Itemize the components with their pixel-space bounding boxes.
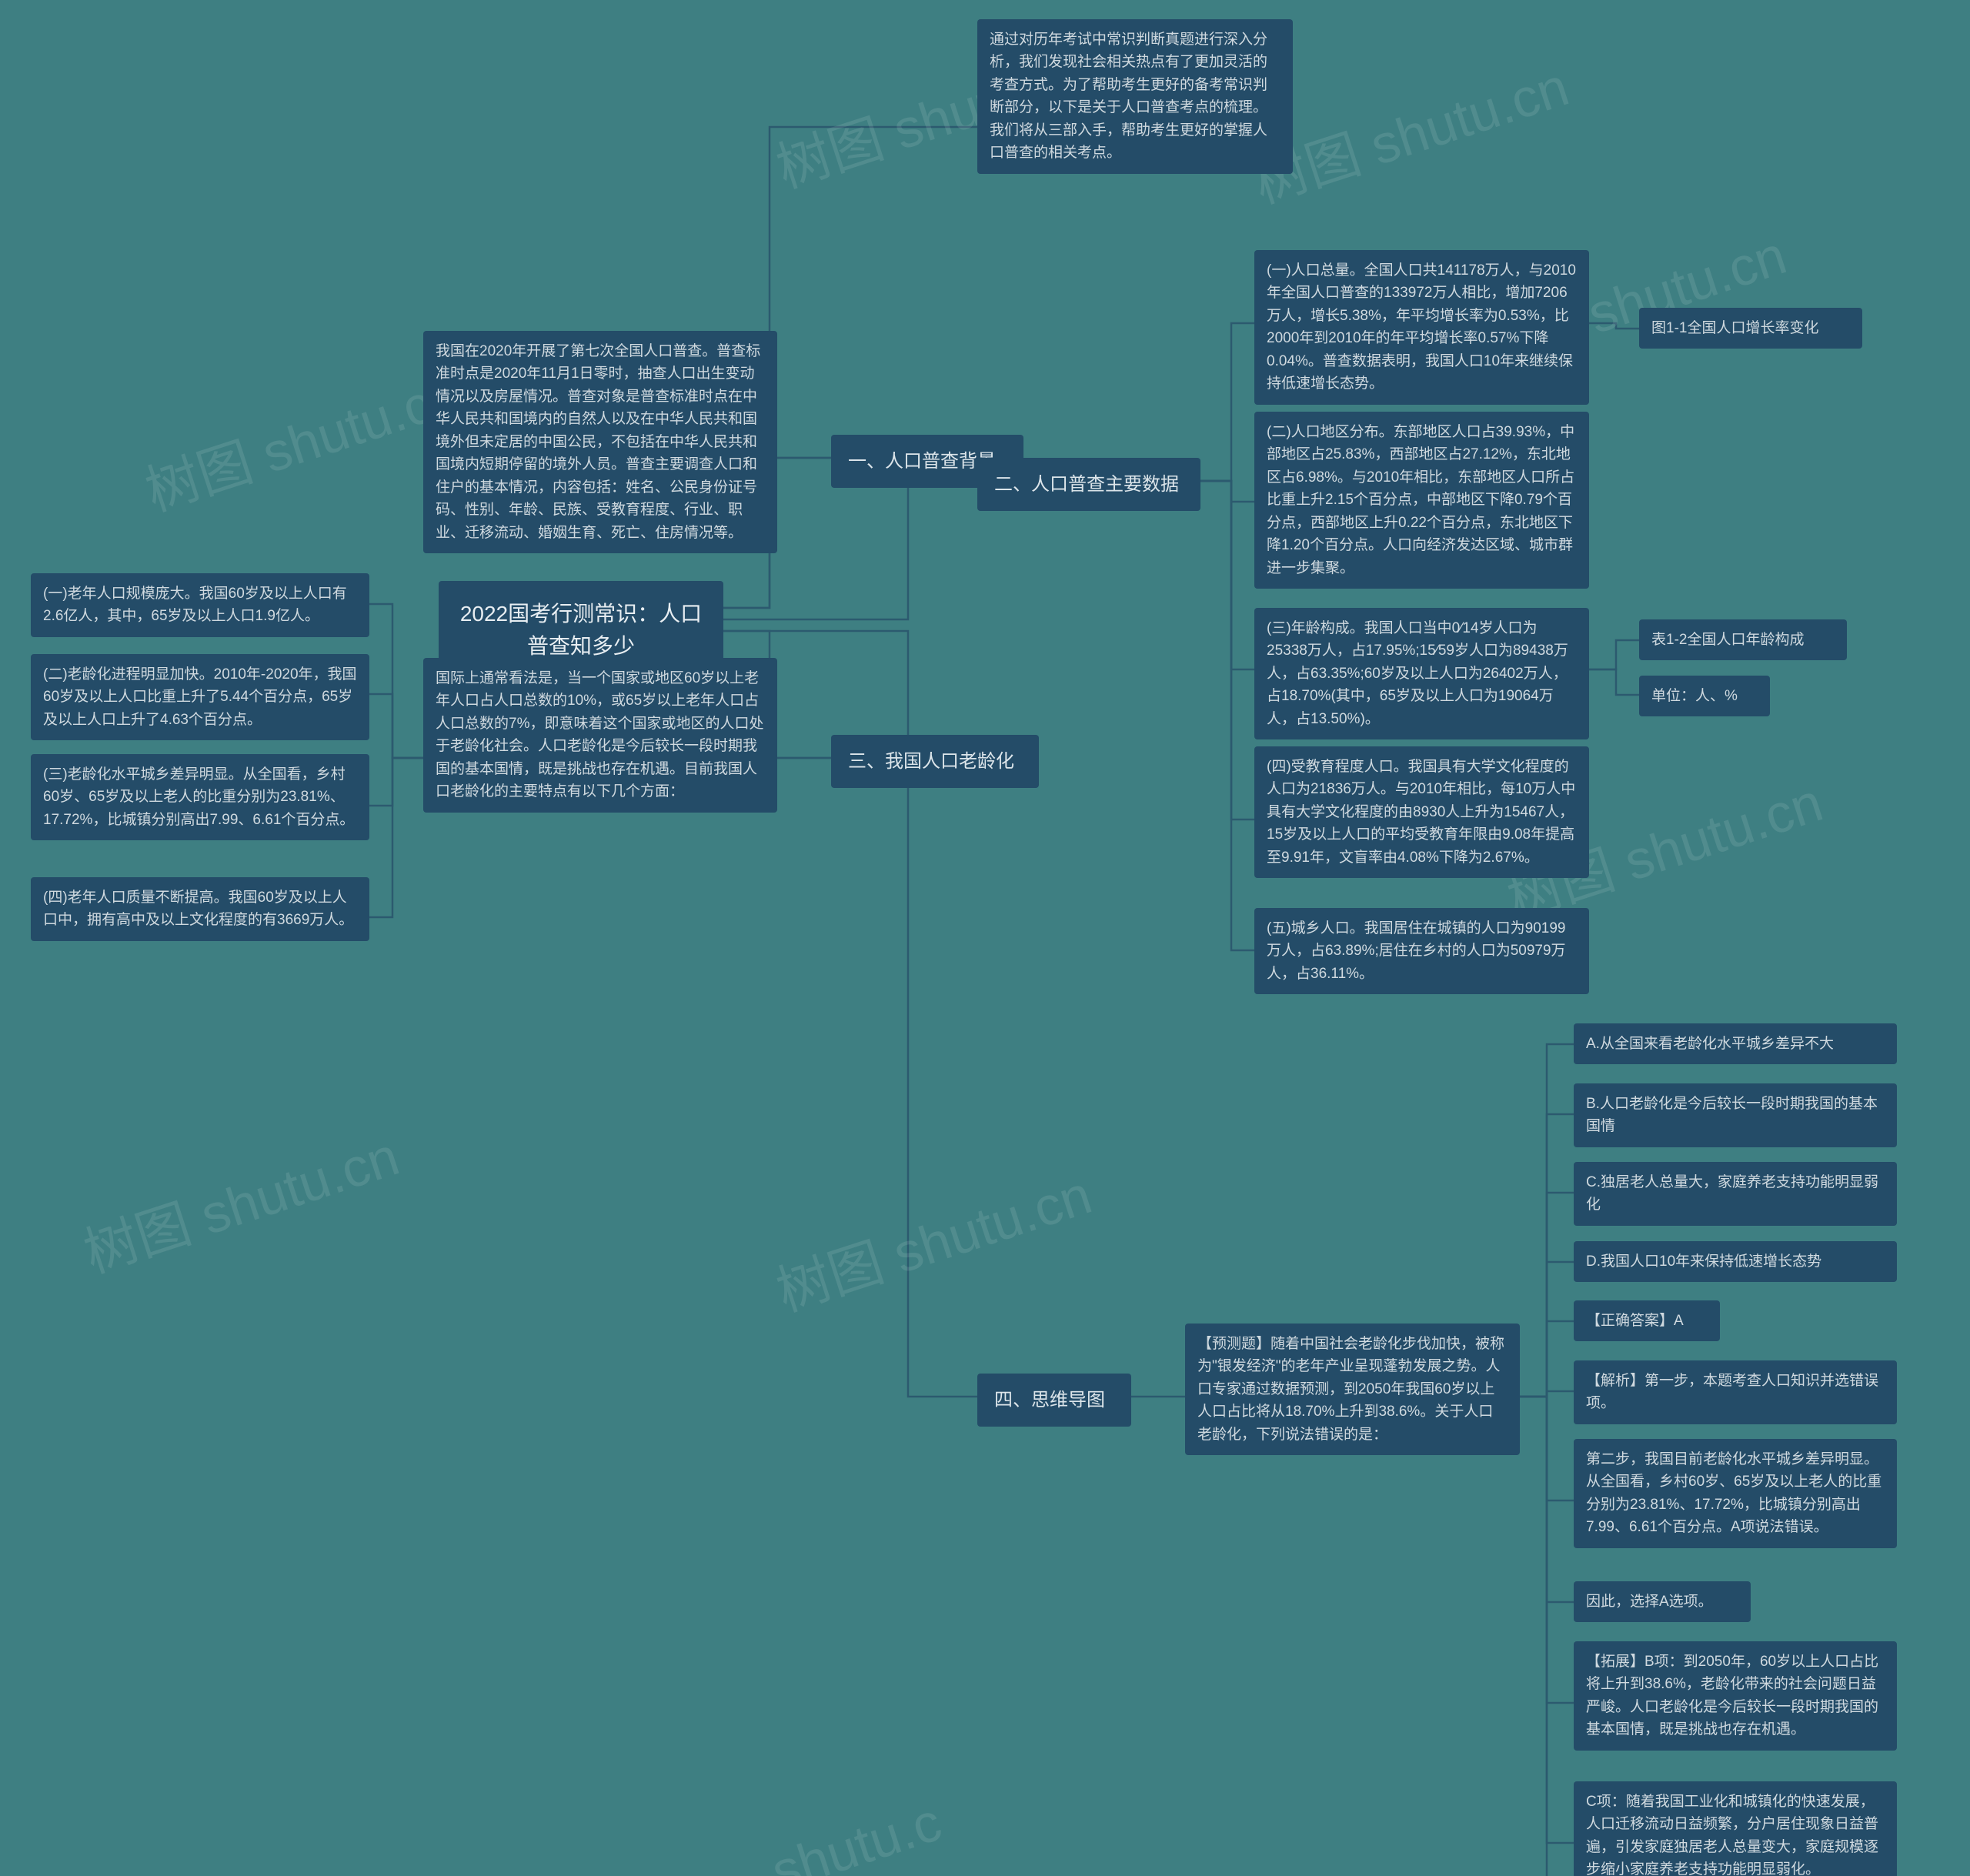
leaf-b4c1j-text: C项：随着我国工业化和城镇化的快速发展，人口迁移流动日益频繁，分户居住现象日益普… [1586, 1794, 1878, 1876]
branch-b3: 三、我国人口老龄化 [831, 735, 1039, 788]
leaf-b4c1i-text: 【拓展】B项：到2050年，60岁以上人口占比将上升到38.6%，老龄化带来的社… [1586, 1654, 1878, 1737]
leaf-b2c1a: 图1-1全国人口增长率变化 [1639, 308, 1862, 349]
leaf-b4c1a: A.从全国来看老龄化水平城乡差异不大 [1574, 1023, 1897, 1064]
leaf-b3c1a: (一)老年人口规模庞大。我国60岁及以上人口有2.6亿人，其中，65岁及以上人口… [31, 573, 369, 637]
leaf-b4c1d: D.我国人口10年来保持低速增长态势 [1574, 1241, 1897, 1282]
leaf-b4c1h: 因此，选择A选项。 [1574, 1581, 1751, 1622]
leaf-b4c1e: 【正确答案】A [1574, 1300, 1720, 1341]
leaf-b2c2-text: (二)人口地区分布。东部地区人口占39.93%，中部地区占25.83%，西部地区… [1267, 424, 1574, 576]
leaf-b3c1d-text: (四)老年人口质量不断提高。我国60岁及以上人口中，拥有高中及以上文化程度的有3… [43, 890, 353, 928]
leaf-b2c3: (三)年龄构成。我国人口当中0⁄14岁人口为25338万人，占17.95%;15… [1254, 608, 1589, 739]
leaf-b2c3-text: (三)年龄构成。我国人口当中0⁄14岁人口为25338万人，占17.95%;15… [1267, 620, 1568, 727]
watermark: 树图 shutu.cn [73, 1113, 408, 1288]
leaf-b2c3b-text: 单位：人、% [1651, 688, 1738, 704]
branch-b3-label: 三、我国人口老龄化 [848, 751, 1014, 772]
leaf-b4c1a-text: A.从全国来看老龄化水平城乡差异不大 [1586, 1036, 1834, 1052]
leaf-b2c3b: 单位：人、% [1639, 676, 1770, 716]
branch-b4-label: 四、思维导图 [994, 1390, 1105, 1410]
leaf-b4c1f: 【解析】第一步，本题考查人口知识并选错误项。 [1574, 1360, 1897, 1424]
leaf-b1c1: 我国在2020年开展了第七次全国人口普查。普查标准时点是2020年11月1日零时… [423, 331, 777, 553]
leaf-b4c1b-text: B.人口老龄化是今后较长一段时期我国的基本国情 [1586, 1096, 1878, 1134]
leaf-b3c1b: (二)老龄化进程明显加快。2010年-2020年，我国60岁及以上人口比重上升了… [31, 654, 369, 740]
leaf-b2c4-text: (四)受教育程度人口。我国具有大学文化程度的人口为21836万人。与2010年相… [1267, 759, 1575, 866]
watermark: 树图 shutu.cn [766, 1152, 1100, 1327]
leaf-b2c1: (一)人口总量。全国人口共141178万人，与2​010年全国人口普查的1339… [1254, 250, 1589, 405]
leaf-b2c4: (四)受教育程度人口。我国具有大学文化程度的人口为21836万人。与2010年相… [1254, 746, 1589, 878]
leaf-b3c1-text: 国际上通常看法是，当一个国家或地区60岁以上老年人口占人口总数的10%，或65岁… [436, 670, 763, 799]
leaf-b4c1-text: 【预测题】随着中国社会老龄化步伐加快，被称为"银发经济"的老年产业呈现蓬勃发展之… [1197, 1336, 1504, 1443]
leaf-b4c1j: C项：随着我国工业化和城镇化的快速发展，人口迁移流动日益频繁，分户居住现象日益普… [1574, 1781, 1897, 1876]
intro-note: 通过对历年考试中常识判断真题进行深入分析，我们发现社会相关热点有了更加灵活的考查… [977, 19, 1293, 174]
leaf-b3c1b-text: (二)老龄化进程明显加快。2010年-2020年，我国60岁及以上人口比重上升了… [43, 666, 357, 728]
leaf-b2c1a-text: 图1-1全国人口增长率变化 [1651, 320, 1818, 336]
leaf-b2c5-text: (五)城乡人口。我国居住在城镇的人口为901​99万人，占63.89%;居住在乡… [1267, 920, 1566, 982]
leaf-b4c1c: C.独居老人总量大，家庭养老支持功能明显弱化 [1574, 1162, 1897, 1226]
leaf-b2c3a: 表1-2全国人口年龄构成 [1639, 619, 1847, 660]
leaf-b4c1d-text: D.我国人口10年来保持低速增长态势 [1586, 1253, 1821, 1270]
branch-b4: 四、思维导图 [977, 1374, 1131, 1427]
leaf-b3c1a-text: (一)老年人口规模庞大。我国60岁及以上人口有2.6亿人，其中，65岁及以上人口… [43, 586, 347, 624]
branch-b1-label: 一、人口普查背景 [848, 451, 996, 472]
leaf-b4c1f-text: 【解析】第一步，本题考查人口知识并选错误项。 [1586, 1373, 1878, 1411]
root-text: 2022国考行测常识：人口普查知多少 [460, 602, 702, 658]
leaf-b4c1i: 【拓展】B项：到2050年，60岁以上人口占比将上升到38.6%，老龄化带来的社… [1574, 1641, 1897, 1751]
intro-note-text: 通过对历年考试中常识判断真题进行深入分析，我们发现社会相关热点有了更加灵活的考查… [990, 32, 1267, 161]
watermark: 树图 shutu.cn [135, 352, 469, 526]
leaf-b3c1c: (三)老龄化水平城乡差异明显。从全国看，乡村60岁、65岁及以上老人的比重分别为… [31, 754, 369, 840]
leaf-b2c5: (五)城乡人口。我国居住在城镇的人口为901​99万人，占63.89%;居住在乡… [1254, 908, 1589, 994]
leaf-b1c1-text: 我国在2020年开展了第七次全国人口普查。普查标准时点是2020年11月1日零时… [436, 343, 760, 541]
leaf-b3c1d: (四)老年人口质量不断提高。我国60岁及以上人口中，拥有高中及以上文化程度的有3… [31, 877, 369, 941]
leaf-b3c1c-text: (三)老龄化水平城乡差异明显。从全国看，乡村60岁、65岁及以上老人的比重分别为… [43, 766, 354, 828]
leaf-b4c1g: 第二步，我国目前老龄化水平城乡差异明显。从全国看，乡村60岁、65岁及以上老人的… [1574, 1439, 1897, 1548]
leaf-b4c1g-text: 第二步，我国目前老龄化水平城乡差异明显。从全国看，乡村60岁、65岁及以上老人的… [1586, 1451, 1882, 1535]
leaf-b4c1h-text: 因此，选择A选项。 [1586, 1594, 1713, 1610]
branch-b2: 二、人口普查主要数据 [977, 458, 1200, 511]
branch-b2-label: 二、人口普查主要数据 [994, 474, 1179, 495]
leaf-b2c3a-text: 表1-2全国人口年龄构成 [1651, 632, 1804, 648]
leaf-b4c1b: B.人口老龄化是今后较长一段时期我国的基本国情 [1574, 1083, 1897, 1147]
leaf-b2c1-text: (一)人口总量。全国人口共141178万人，与2​010年全国人口普查的1339… [1267, 262, 1576, 392]
leaf-b3c1: 国际上通常看法是，当一个国家或地区60岁以上老年人口占人口总数的10%，或65岁… [423, 658, 777, 813]
leaf-b4c1e-text: 【正确答案】A [1586, 1313, 1684, 1329]
watermark: shutu.c [764, 1791, 948, 1876]
leaf-b2c2: (二)人口地区分布。东部地区人口占39.93%，中部地区占25.83%，西部地区… [1254, 412, 1589, 589]
leaf-b4c1: 【预测题】随着中国社会老龄化步伐加快，被称为"银发经济"的老年产业呈现蓬勃发展之… [1185, 1324, 1520, 1455]
leaf-b4c1c-text: C.独居老人总量大，家庭养老支持功能明显弱化 [1586, 1174, 1878, 1213]
